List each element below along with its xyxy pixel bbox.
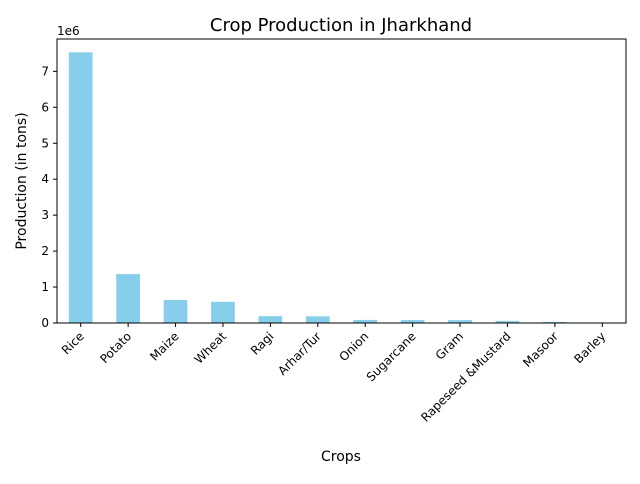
y-tick-label: 7 [41,64,49,78]
bar-maize [164,300,188,323]
y-axis-ticks: 0 1 2 3 4 5 6 7 [41,64,57,330]
y-tick-label: 2 [41,244,49,258]
bars-group [69,52,614,323]
chart-title: Crop Production in Jharkhand [210,15,472,36]
x-tick-label: Wheat [192,329,230,367]
x-tick-label: Rapeseed &Mustard [418,329,513,424]
x-tick-label: Ragi [248,329,277,358]
y-tick-label: 4 [41,172,49,186]
x-tick-label: Arhar/Tur [275,329,324,378]
bar-rice [69,52,93,323]
x-tick-label: Onion [336,329,371,364]
x-axis-label: Crops [321,449,361,465]
x-tick-label: Maize [147,329,181,363]
x-tick-label: Rice [59,329,87,357]
bar-potato [116,274,140,323]
y-tick-label: 5 [41,136,49,150]
x-tick-label: Masoor [520,329,561,370]
x-tick-label: Barley [571,329,608,366]
bar-wheat [211,302,235,323]
x-tick-label: Potato [97,329,134,366]
y-axis-label: Production (in tons) [14,112,30,249]
y-tick-label: 3 [41,208,49,222]
x-tick-label: Sugarcane [364,329,419,384]
bar-arhar-tur [306,316,330,323]
y-tick-label: 0 [41,316,49,330]
y-tick-label: 1 [41,280,49,294]
y-tick-label: 6 [41,100,49,114]
x-tick-label: Gram [433,329,466,362]
y-axis-offset-label: 1e6 [57,24,80,38]
bar-ragi [259,316,283,323]
plot-frame [57,39,626,323]
